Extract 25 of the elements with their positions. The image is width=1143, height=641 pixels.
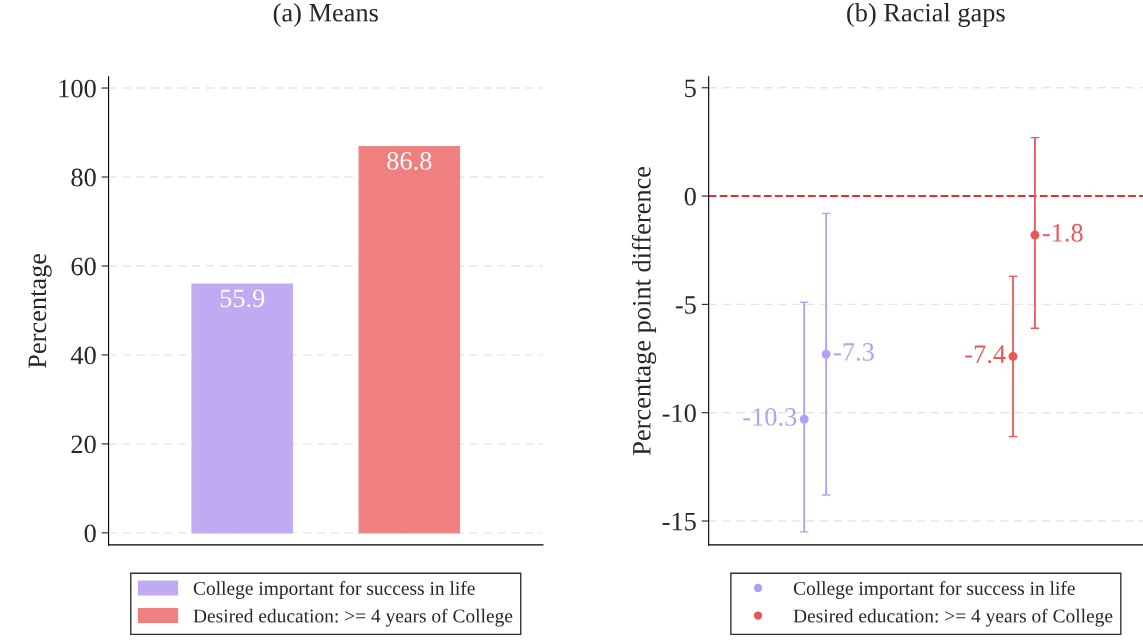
data-label: 55.9: [220, 289, 265, 308]
chart-title: (b) Racial gaps: [847, 3, 1005, 28]
chart-title: (a) Means: [273, 3, 378, 27]
y-axis-title: Percentage point difference: [631, 166, 657, 455]
legend-label: Desired education: >= 4 years of College: [793, 608, 1113, 627]
y-tick-label: -5: [675, 296, 696, 314]
legend-label: College important for success in life: [793, 581, 1075, 599]
data-label: 86.8: [387, 151, 432, 170]
data-label: -10.3: [743, 408, 797, 426]
data-label: -7.3: [834, 343, 874, 361]
y-axis-title: Percentage: [28, 253, 52, 368]
y-tick-label: 20: [71, 435, 96, 454]
y-tick-label: 40: [70, 346, 96, 365]
y-tick-label: -10: [662, 404, 696, 423]
y-tick-label: 5: [685, 79, 696, 98]
data-label: -1.8: [1042, 223, 1083, 242]
y-tick-label: 60: [71, 257, 96, 276]
y-tick-label: 100: [59, 79, 96, 98]
y-tick-label: -15: [662, 512, 696, 531]
legend-label: Desired education: >= 4 years of College: [193, 608, 513, 627]
legend-label: College important for success in life: [193, 581, 475, 599]
y-tick-label: 80: [71, 168, 96, 187]
y-tick-label: 0: [84, 524, 96, 543]
data-label: -7.4: [965, 345, 1006, 364]
y-tick-label: 0: [684, 187, 696, 206]
